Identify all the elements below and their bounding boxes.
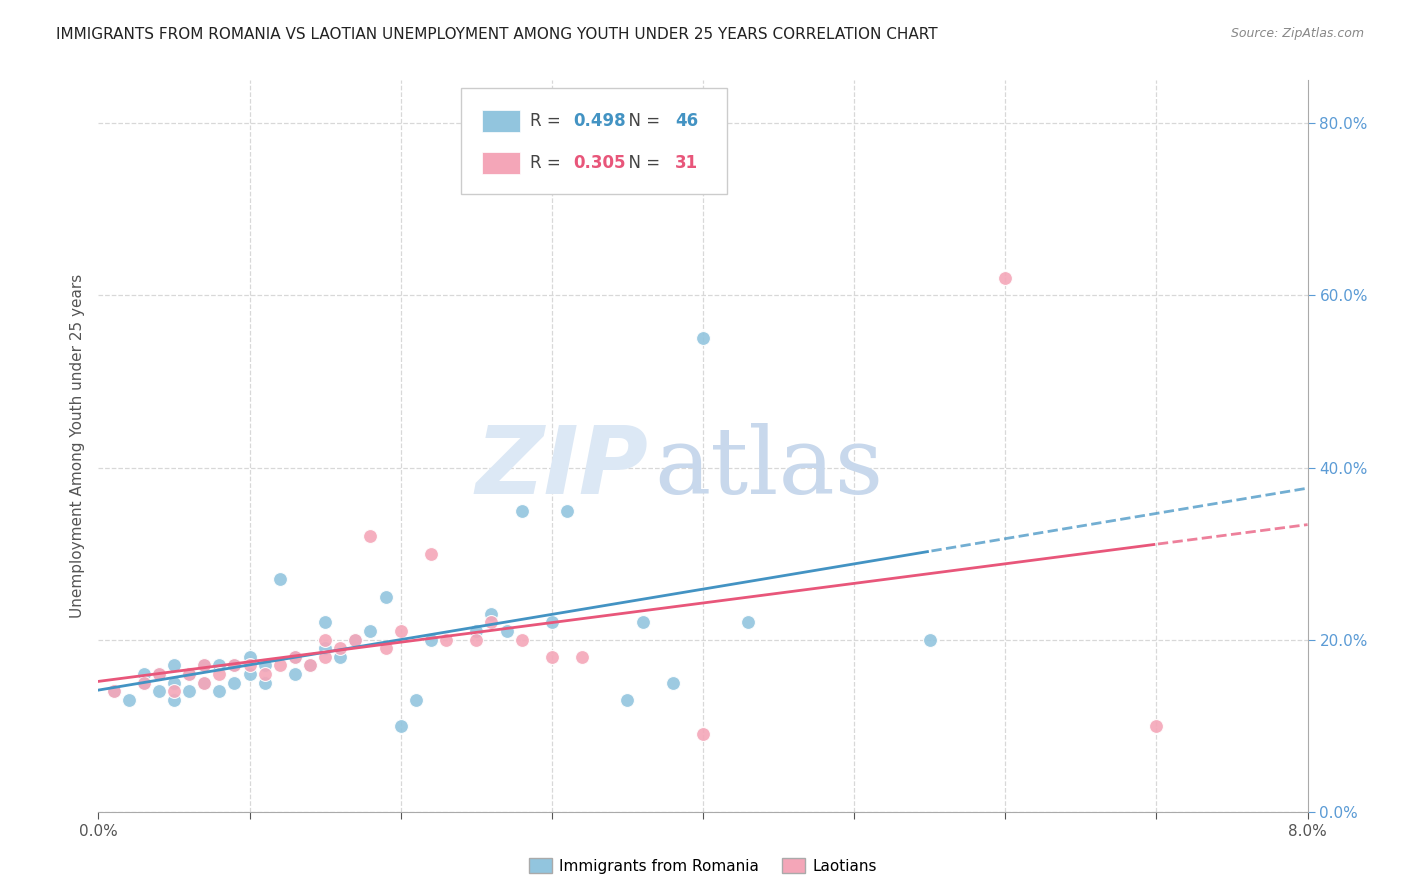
Point [193, 675, 215, 690]
Text: 0.498: 0.498 [574, 112, 626, 130]
Point [329, 649, 352, 664]
Point [148, 667, 170, 681]
Point [163, 684, 186, 698]
Point [253, 675, 276, 690]
Legend: Immigrants from Romania, Laotians: Immigrants from Romania, Laotians [523, 852, 883, 880]
Point [179, 667, 201, 681]
Text: 31: 31 [675, 154, 699, 172]
Point [163, 658, 186, 673]
Point [208, 667, 231, 681]
Point [631, 615, 654, 630]
Point [918, 632, 941, 647]
Point [314, 641, 336, 656]
Text: 0.305: 0.305 [574, 154, 626, 172]
Point [148, 667, 170, 681]
Point [405, 693, 427, 707]
Point [239, 667, 262, 681]
Point [284, 649, 307, 664]
Point [510, 632, 533, 647]
Point [299, 658, 322, 673]
Point [374, 590, 396, 604]
Point [510, 503, 533, 517]
Point [661, 675, 683, 690]
Point [132, 675, 155, 690]
Point [465, 632, 488, 647]
Point [103, 684, 125, 698]
Point [253, 658, 276, 673]
Point [555, 503, 578, 517]
Text: N =: N = [619, 154, 665, 172]
Point [420, 547, 443, 561]
FancyBboxPatch shape [461, 87, 727, 194]
Point [571, 649, 593, 664]
Point [540, 615, 562, 630]
Point [239, 649, 262, 664]
Point [465, 624, 488, 638]
Point [132, 667, 155, 681]
Point [540, 649, 562, 664]
Text: 46: 46 [675, 112, 699, 130]
Point [329, 641, 352, 656]
Point [224, 658, 246, 673]
Point [208, 658, 231, 673]
Point [314, 632, 336, 647]
Point [239, 658, 262, 673]
Text: atlas: atlas [655, 423, 884, 513]
Point [314, 615, 336, 630]
Point [692, 331, 714, 345]
Point [389, 624, 412, 638]
Point [495, 624, 517, 638]
Point [420, 632, 443, 647]
Text: R =: R = [530, 112, 567, 130]
Point [179, 667, 201, 681]
Point [692, 727, 714, 741]
Point [103, 684, 125, 698]
Point [224, 658, 246, 673]
Point [374, 641, 396, 656]
Point [360, 529, 382, 543]
Point [481, 607, 503, 621]
Point [434, 632, 457, 647]
Point [208, 684, 231, 698]
Text: IMMIGRANTS FROM ROMANIA VS LAOTIAN UNEMPLOYMENT AMONG YOUTH UNDER 25 YEARS CORRE: IMMIGRANTS FROM ROMANIA VS LAOTIAN UNEMP… [56, 27, 938, 42]
Point [389, 719, 412, 733]
Point [284, 649, 307, 664]
Text: Source: ZipAtlas.com: Source: ZipAtlas.com [1230, 27, 1364, 40]
Point [163, 675, 186, 690]
Point [118, 693, 141, 707]
FancyBboxPatch shape [482, 152, 520, 174]
Text: R =: R = [530, 154, 567, 172]
Point [179, 684, 201, 698]
Point [193, 658, 215, 673]
Point [193, 658, 215, 673]
FancyBboxPatch shape [482, 111, 520, 132]
Point [132, 675, 155, 690]
Point [344, 632, 367, 647]
Text: ZIP: ZIP [475, 422, 648, 514]
Point [299, 658, 322, 673]
Point [148, 684, 170, 698]
Point [737, 615, 759, 630]
Point [1146, 719, 1168, 733]
Point [163, 693, 186, 707]
Point [616, 693, 638, 707]
Point [994, 271, 1017, 285]
Y-axis label: Unemployment Among Youth under 25 years: Unemployment Among Youth under 25 years [69, 274, 84, 618]
Point [224, 675, 246, 690]
Text: N =: N = [619, 112, 665, 130]
Point [253, 667, 276, 681]
Point [344, 632, 367, 647]
Point [284, 667, 307, 681]
Point [269, 658, 291, 673]
Point [360, 624, 382, 638]
Point [193, 675, 215, 690]
Point [314, 649, 336, 664]
Point [481, 615, 503, 630]
Point [269, 573, 291, 587]
